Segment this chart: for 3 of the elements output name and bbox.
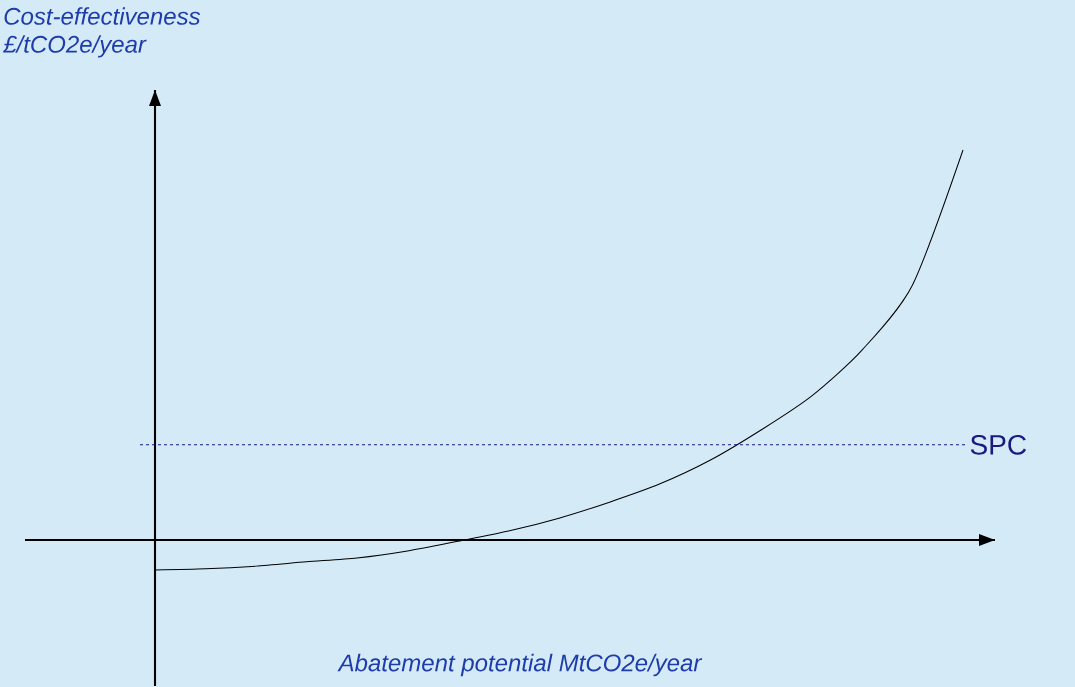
ref-line-label: SPC xyxy=(970,434,1027,455)
y-axis-title: Cost-effectiveness £/tCO2e/year xyxy=(3,7,201,58)
x-axis-title: Abatement potential MtCO2e/year xyxy=(337,653,703,677)
